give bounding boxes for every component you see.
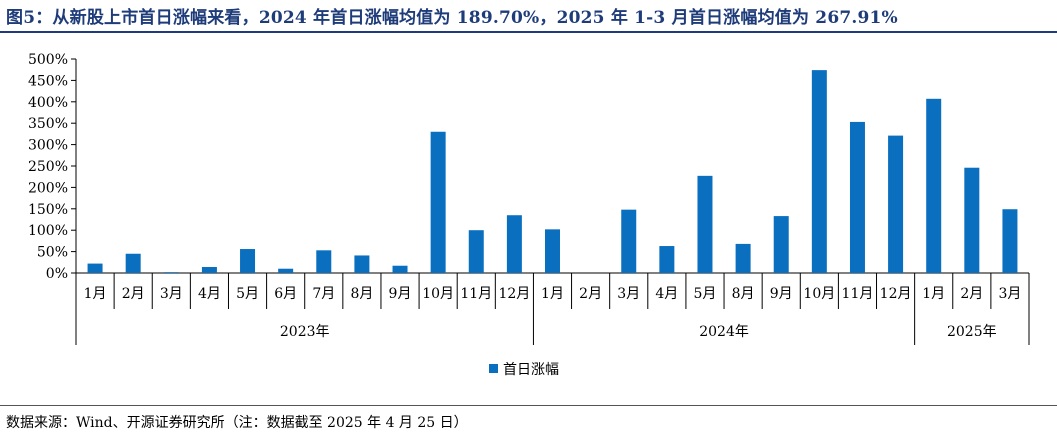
- y-tick-label: 150%: [28, 202, 68, 218]
- bar: [735, 243, 751, 273]
- bar: [697, 175, 713, 273]
- group-label: 2025年: [947, 324, 997, 340]
- x-tick-label: 6月: [274, 286, 297, 302]
- bar: [240, 249, 256, 273]
- x-tick-label: 9月: [770, 286, 793, 302]
- x-tick-label: 8月: [350, 286, 373, 302]
- y-tick-label: 450%: [28, 73, 68, 89]
- bar: [811, 70, 827, 274]
- x-tick-label: 11月: [842, 286, 874, 302]
- bar: [659, 246, 675, 273]
- bar: [430, 131, 446, 273]
- x-tick-label: 2月: [579, 286, 602, 302]
- group-label: 2024年: [699, 324, 749, 340]
- source-note: 数据来源：Wind、开源证券研究所（注：数据截至 2025 年 4 月 25 日…: [6, 415, 468, 431]
- bar: [849, 121, 865, 273]
- x-tick-label: 1月: [84, 286, 107, 302]
- bar: [87, 263, 103, 273]
- legend-swatch: [489, 364, 498, 373]
- y-tick-label: 100%: [28, 223, 68, 239]
- x-tick-label: 8月: [732, 286, 755, 302]
- y-tick-label: 400%: [28, 95, 68, 111]
- bar: [545, 229, 560, 273]
- bar: [964, 167, 980, 273]
- x-tick-label: 1月: [922, 286, 945, 302]
- bar: [392, 265, 408, 273]
- y-tick-label: 200%: [28, 180, 68, 196]
- bar: [278, 268, 294, 273]
- bar: [201, 267, 217, 273]
- x-tick-label: 1月: [541, 286, 564, 302]
- y-tick-label: 50%: [37, 245, 68, 261]
- y-tick-label: 350%: [28, 116, 68, 132]
- x-tick-label: 2月: [122, 286, 145, 302]
- y-tick-label: 300%: [28, 138, 68, 154]
- x-tick-label: 3月: [160, 286, 183, 302]
- group-label: 2023年: [280, 324, 330, 340]
- x-tick-label: 3月: [617, 286, 640, 302]
- bar: [163, 272, 179, 273]
- x-tick-label: 10月: [422, 286, 454, 302]
- bar: [888, 135, 904, 273]
- bar: [468, 230, 484, 273]
- bar: [621, 209, 637, 273]
- bar: [506, 215, 522, 273]
- bar-chart: 0% 50% 100% 150% 200% 250% 300% 350% 400% 450% 500…: [28, 52, 1030, 378]
- y-tick-label: 0%: [46, 266, 68, 282]
- bar: [316, 250, 332, 273]
- x-tick-label: 12月: [498, 286, 530, 302]
- x-tick-label: 4月: [655, 286, 678, 302]
- x-tick-label: 3月: [998, 286, 1021, 302]
- figure-title: 图5：从新股上市首日涨幅来看，2024 年首日涨幅均值为 189.70%，202…: [6, 8, 898, 28]
- y-tick-label: 500%: [28, 52, 68, 68]
- bar: [125, 253, 141, 273]
- x-tick-label: 2月: [960, 286, 983, 302]
- bar: [1002, 209, 1018, 273]
- x-tick-label: 7月: [312, 286, 335, 302]
- x-tick-label: 9月: [389, 286, 412, 302]
- x-tick-label: 4月: [198, 286, 221, 302]
- legend-label: 首日涨幅: [503, 362, 559, 378]
- bar: [926, 98, 942, 273]
- title-rule: [0, 31, 1057, 33]
- bar: [354, 255, 370, 273]
- x-tick-label: 10月: [803, 286, 835, 302]
- source-rule: [0, 405, 1057, 406]
- x-tick-label: 5月: [694, 286, 717, 302]
- x-tick-label: 12月: [880, 286, 912, 302]
- bar: [773, 216, 789, 273]
- y-tick-label: 250%: [28, 159, 68, 175]
- x-tick-label: 5月: [236, 286, 259, 302]
- x-tick-label: 11月: [460, 286, 492, 302]
